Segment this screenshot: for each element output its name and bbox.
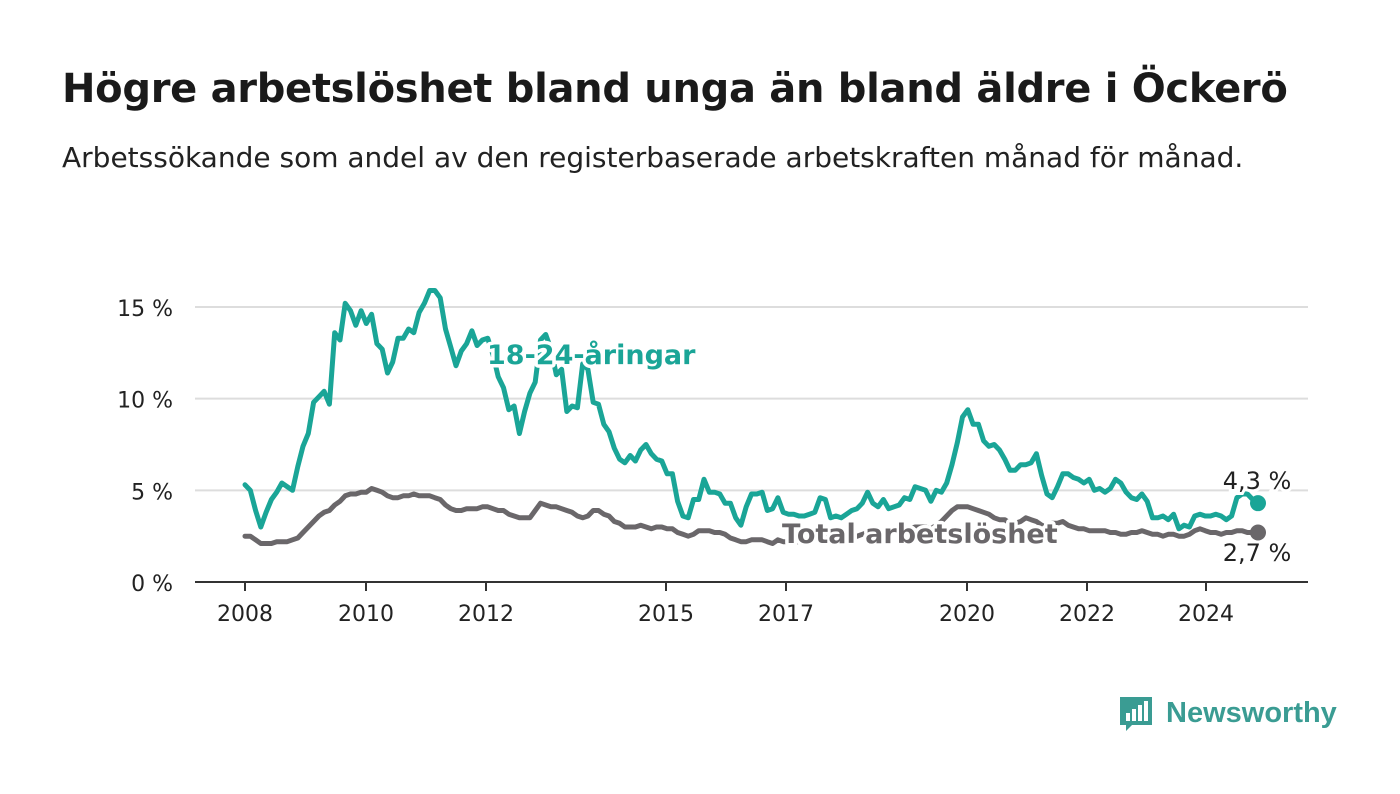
y-tick-label: 5 % [131,480,173,505]
series-line-youth [242,288,1261,532]
chart-subtitle: Arbetssökande som andel av den registerb… [62,141,1244,174]
end-label-youth: 4,3 % [1223,467,1292,495]
series-labels: 18-24-åringar Total arbetslöshet 4,3 % 2,7 … [484,336,1295,571]
x-tick-label: 2022 [1059,602,1115,627]
x-tick-label: 2012 [458,602,514,627]
series-label-total: Total arbetslöshet [782,519,1058,550]
x-tick-label: 2010 [338,602,394,627]
x-tick-label: 2015 [638,602,694,627]
newsworthy-logo: Newsworthy [1118,690,1337,736]
bar-chart-speech-bubble-icon [1120,697,1152,731]
x-tick-label: 2020 [939,602,995,627]
x-axis-ticks: 2008 2010 2012 2015 2017 2020 2022 2024 [217,582,1234,627]
series-line-total [242,486,1261,546]
chart-title: Högre arbetslöshet bland unga än bland ä… [62,66,1288,112]
logo-text: Newsworthy [1166,696,1337,729]
x-tick-label: 2008 [217,602,273,627]
line-chart: 0 %5 %10 %15 % 2008 2010 2012 2015 2017 2020 2… [117,288,1308,627]
y-tick-label: 0 % [131,572,173,597]
y-axis-tick-labels: 0 % 5 % 10 % 15 % [117,297,173,597]
x-tick-label: 2017 [758,602,814,627]
y-tick-label: 10 % [117,389,173,414]
end-point-youth [1250,495,1266,512]
end-point-total [1250,524,1266,541]
series-label-youth: 18-24-åringar [487,339,696,371]
end-label-total: 2,7 % [1223,539,1292,567]
x-tick-label: 2024 [1178,602,1234,627]
y-tick-label: 15 % [117,297,173,322]
series-lines [242,288,1266,546]
